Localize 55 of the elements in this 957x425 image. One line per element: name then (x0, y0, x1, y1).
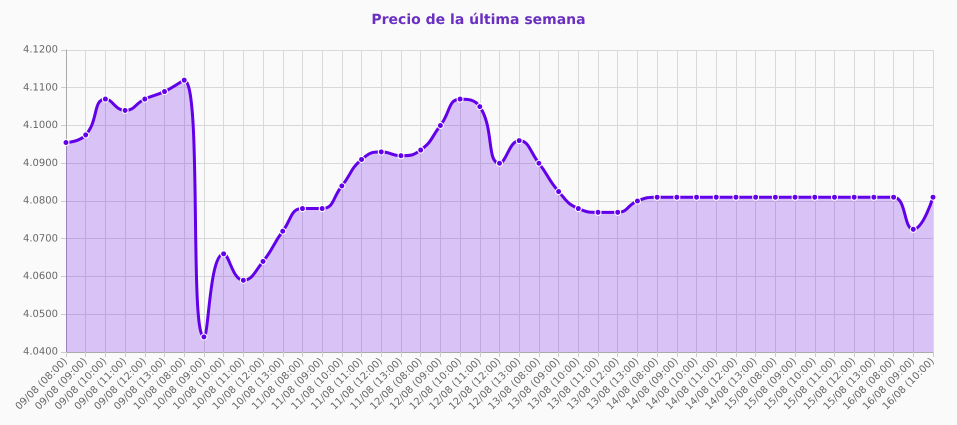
point (811, 194, 818, 201)
point (850, 194, 858, 201)
y-tick-label: 4.0800 (23, 196, 58, 206)
point (102, 96, 109, 103)
point (161, 88, 168, 96)
point (870, 194, 878, 201)
point (358, 156, 366, 163)
point (318, 205, 326, 212)
point (436, 122, 444, 129)
point (910, 226, 917, 233)
y-tick-label: 4.1200 (23, 44, 58, 56)
point (476, 103, 484, 110)
point (654, 194, 661, 201)
point (555, 188, 562, 196)
y-tick-label: 4.0700 (23, 233, 58, 244)
point (574, 205, 582, 212)
point (279, 228, 286, 235)
point (417, 146, 424, 154)
point (752, 194, 760, 201)
point (792, 194, 799, 201)
point (180, 76, 188, 84)
point (634, 198, 641, 204)
point (260, 258, 267, 265)
point (378, 148, 385, 156)
point (397, 152, 404, 160)
point (890, 194, 898, 201)
y-tick-label: 4.0500 (23, 308, 58, 320)
y-tick-label: 4.0400 (23, 346, 58, 358)
point (516, 137, 523, 144)
chart-title: Precio de la última semana (371, 12, 586, 28)
point (338, 182, 346, 190)
point (673, 194, 680, 201)
point (830, 194, 838, 201)
point (594, 208, 602, 216)
point (456, 96, 464, 103)
point (535, 160, 542, 167)
point (240, 276, 247, 284)
y-tick-label: 4.1100 (23, 82, 58, 94)
point (614, 208, 622, 216)
point (122, 106, 129, 114)
point (200, 333, 208, 340)
point (712, 194, 720, 201)
y-tick-label: 4.1000 (23, 120, 58, 131)
point (62, 138, 70, 146)
point (693, 194, 700, 201)
y-tick-label: 4.0600 (23, 271, 58, 282)
point (141, 96, 148, 103)
point (732, 194, 740, 201)
point (930, 194, 936, 201)
point (298, 205, 306, 212)
point (82, 131, 90, 138)
y-tick-label: 4.0900 (23, 158, 58, 169)
point (220, 250, 228, 258)
point (772, 194, 779, 201)
point (496, 160, 503, 167)
